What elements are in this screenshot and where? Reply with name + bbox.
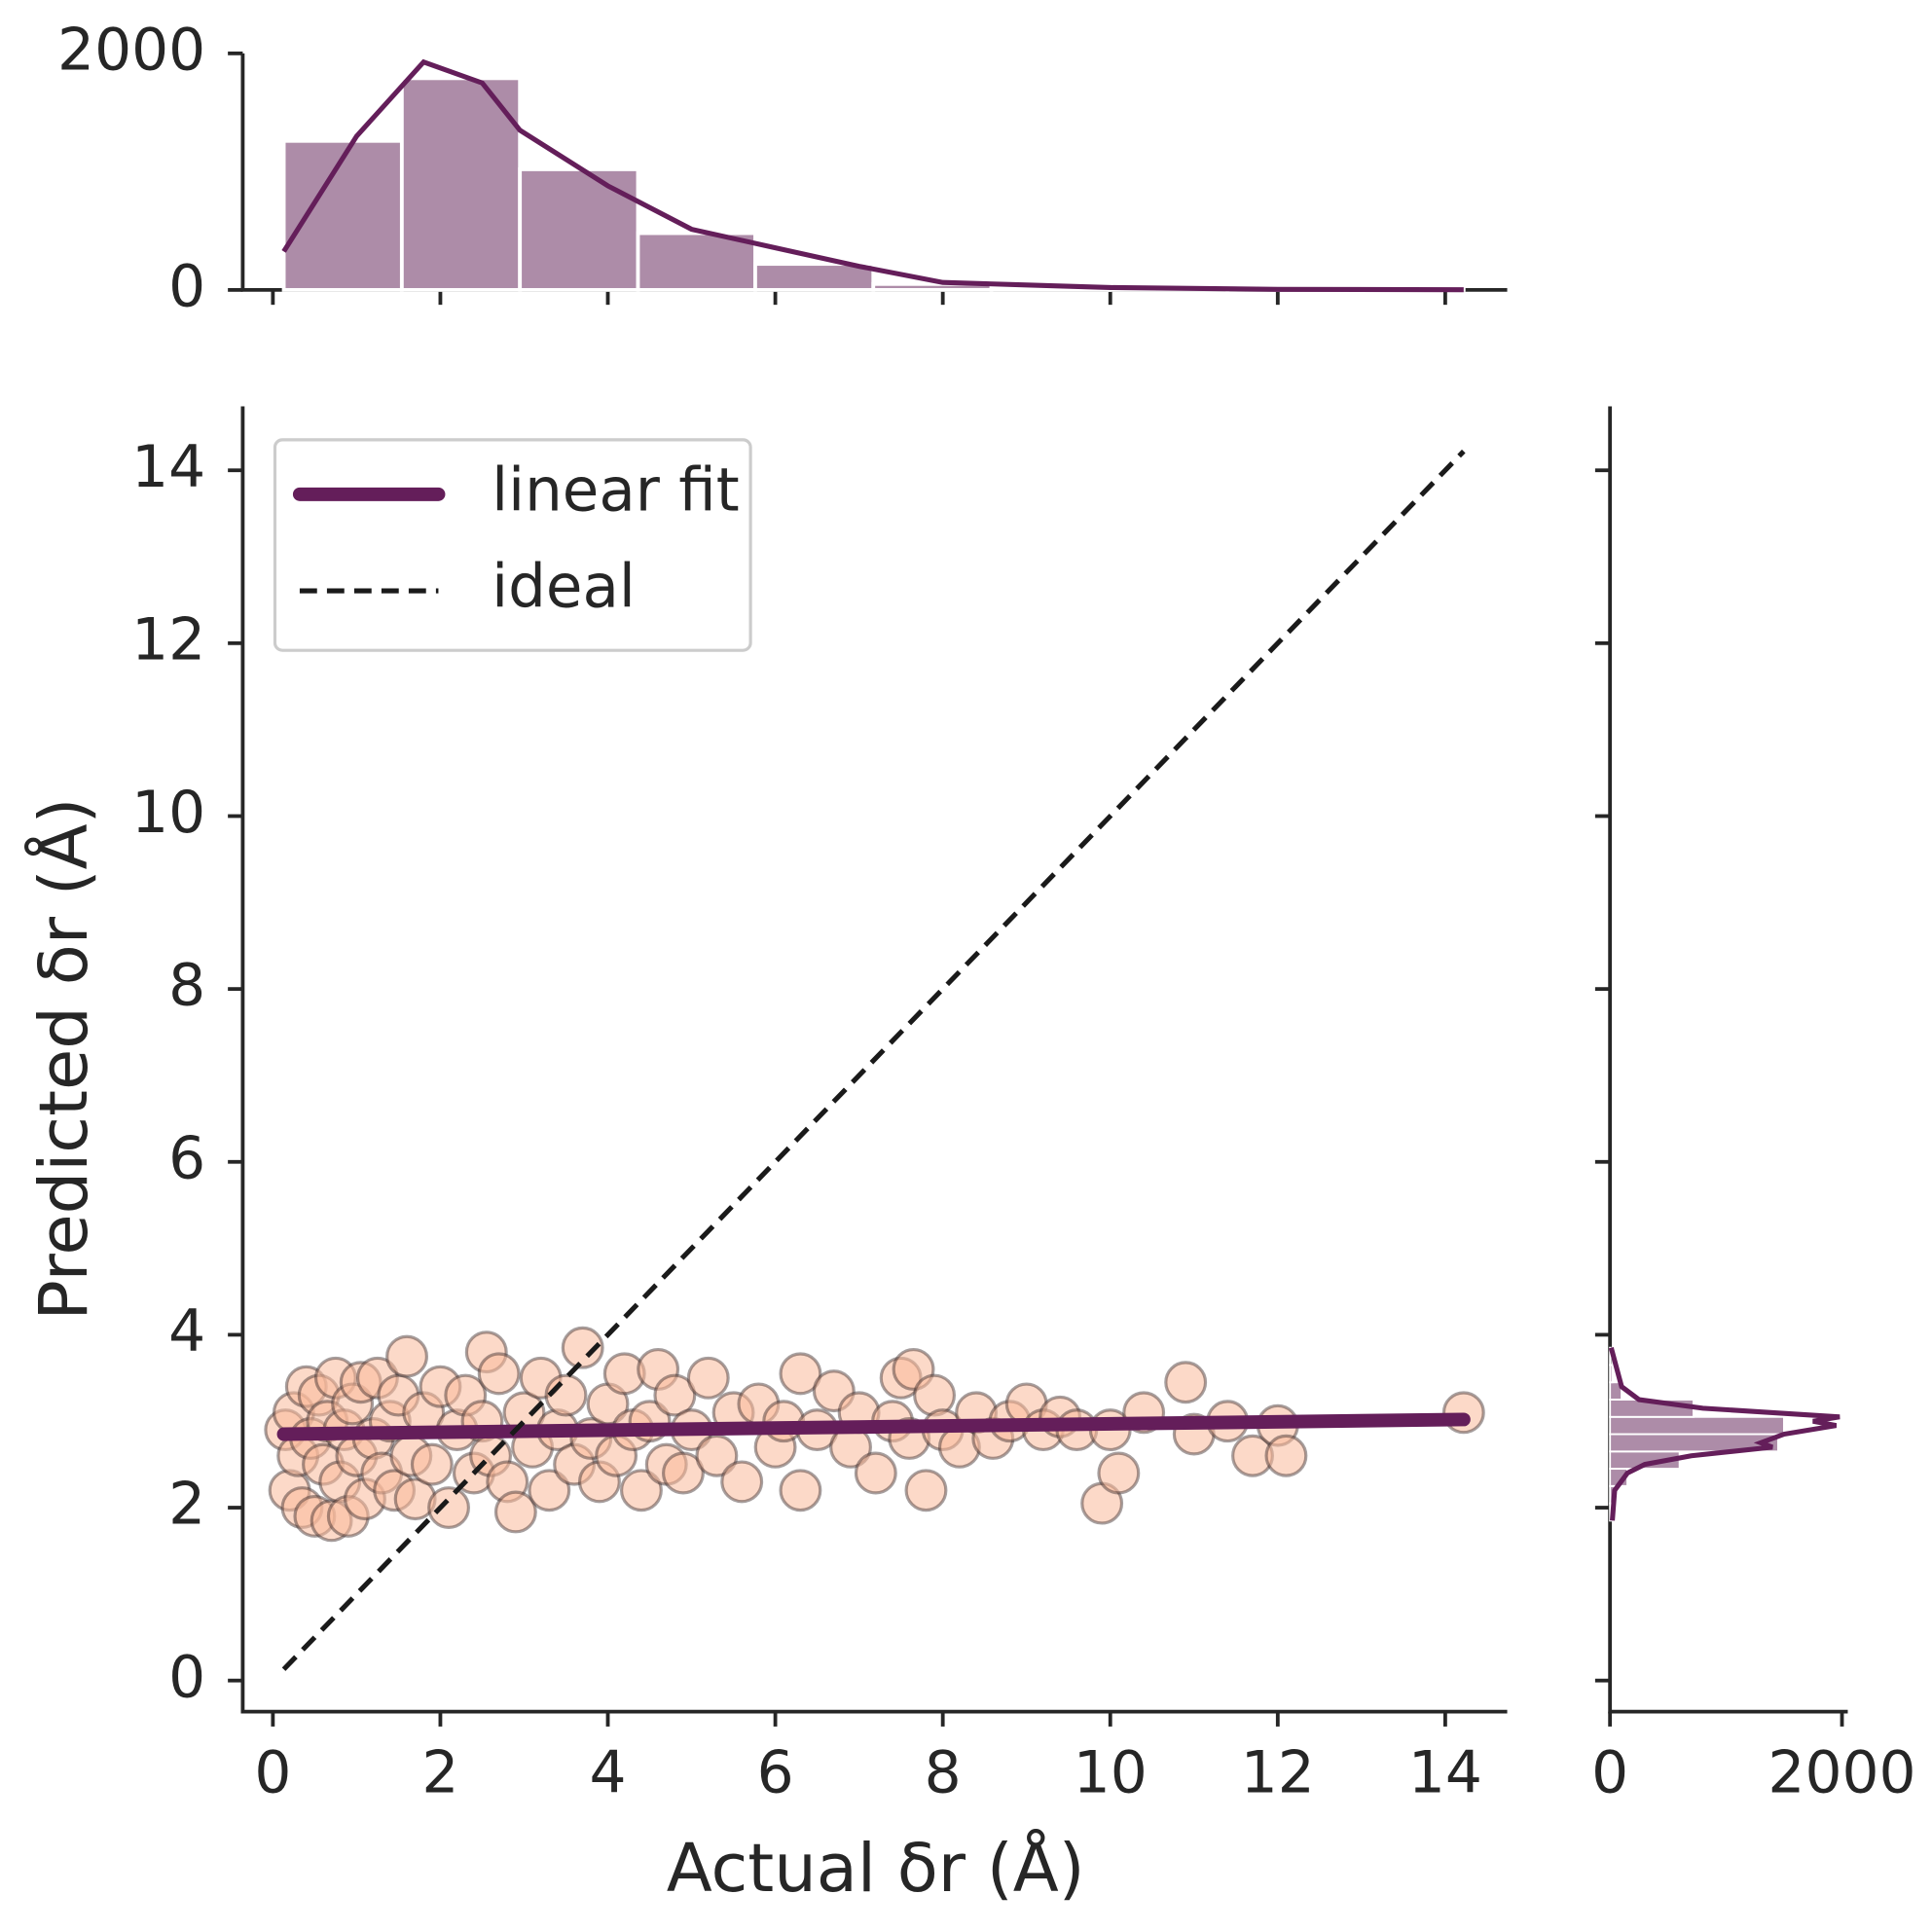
x-tick-label: 2000	[1768, 1738, 1915, 1806]
hist-bar	[1609, 1364, 1614, 1384]
scatter-point	[410, 1442, 454, 1486]
scatter-point	[779, 1352, 822, 1396]
scatter-point	[477, 1352, 521, 1396]
scatter-point	[385, 1334, 428, 1378]
x-tick-label: 12	[1241, 1738, 1315, 1806]
scatter-point	[1164, 1361, 1208, 1404]
x-tick-label: 2	[421, 1738, 458, 1806]
hist-bar	[281, 138, 404, 292]
scatter-point	[427, 1486, 470, 1529]
scatter-point	[528, 1469, 571, 1512]
scatter-point	[720, 1460, 764, 1504]
scatter-point	[779, 1469, 822, 1512]
x-tick-label: 0	[1591, 1738, 1628, 1806]
y-tick-label: 12	[131, 605, 205, 674]
legend-label: linear fit	[492, 455, 740, 525]
scatter-point	[904, 1469, 948, 1512]
scatter-point	[619, 1469, 663, 1512]
ideal-line	[281, 449, 1466, 1671]
scatter-point	[662, 1451, 705, 1495]
y-axis-label: Predicted δr (Å)	[23, 798, 103, 1321]
scatter-point	[561, 1326, 604, 1369]
y-tick-label: 4	[168, 1297, 205, 1366]
scatter-point	[1264, 1434, 1308, 1477]
fit-line	[276, 1412, 1471, 1441]
y-tick-label: 6	[168, 1124, 205, 1192]
hist-bar	[518, 167, 640, 292]
scatter-point	[493, 1490, 537, 1534]
scatter-point	[913, 1373, 957, 1417]
scatter-point	[854, 1451, 897, 1495]
y-tick-label: 14	[131, 433, 205, 501]
y-tick-label: 2	[168, 1471, 205, 1539]
scatter-point	[686, 1356, 730, 1400]
y-tick-label: 8	[168, 952, 205, 1020]
y-tick-label: 0	[168, 1643, 205, 1711]
hist-bar	[753, 262, 876, 292]
x-tick-label: 14	[1408, 1738, 1482, 1806]
spine	[1608, 406, 1848, 1714]
hist-bar	[1609, 1346, 1612, 1366]
spine	[240, 406, 1508, 1714]
hist-bar	[399, 76, 523, 292]
scatter-point	[653, 1373, 697, 1417]
hist-bar	[1609, 1415, 1785, 1436]
x-tick-label: 4	[589, 1738, 626, 1806]
hist-bar	[1609, 1381, 1623, 1401]
y-tick-label: 0	[168, 252, 205, 320]
x-tick-label: 10	[1074, 1738, 1148, 1806]
x-tick-label: 6	[757, 1738, 794, 1806]
y-tick-label: 2000	[57, 16, 205, 84]
hist-bar	[636, 231, 757, 292]
scatter-point	[695, 1434, 739, 1477]
kde-curve	[281, 58, 1464, 293]
kde-curve	[1608, 1347, 1841, 1521]
scatter-point	[1097, 1451, 1141, 1495]
x-tick-label: 0	[254, 1738, 291, 1806]
legend-label: ideal	[492, 553, 636, 622]
x-axis-label: Actual δr (Å)	[667, 1828, 1085, 1908]
y-tick-label: 10	[131, 779, 205, 847]
x-tick-label: 8	[925, 1738, 962, 1806]
